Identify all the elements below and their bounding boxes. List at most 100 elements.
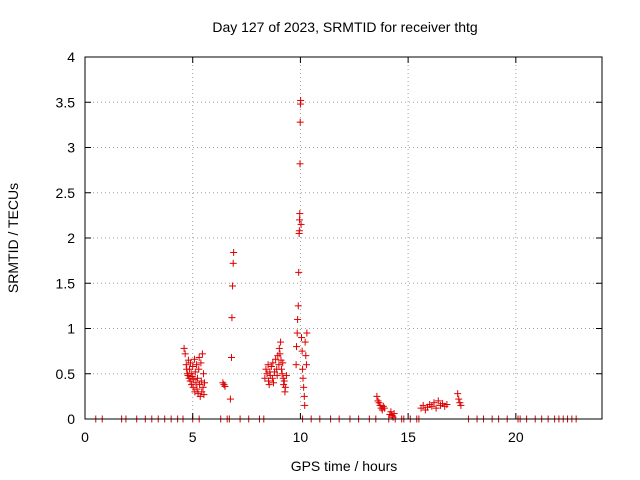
data-point (186, 377, 194, 385)
data-point (279, 359, 287, 367)
data-point (275, 344, 283, 352)
y-axis-label: SRMTID / TECUs (5, 183, 21, 293)
data-point (220, 381, 228, 389)
data-point (390, 410, 398, 418)
x-tick-label: 0 (81, 429, 89, 445)
data-point (455, 395, 463, 403)
data-point (302, 361, 310, 369)
data-point (192, 379, 200, 387)
data-point (294, 315, 302, 323)
axis-ticks: 0 0.5 1 1.5 2 2.5 3 3.5 4 0 5 10 15 20 (56, 49, 602, 445)
x-tick-label: 5 (189, 429, 197, 445)
x-tick-label: 15 (400, 429, 416, 445)
data-point (282, 372, 290, 380)
data-point (373, 392, 381, 400)
data-point (229, 282, 237, 290)
data-point (228, 314, 236, 322)
y-tick-label: 2 (67, 230, 75, 246)
y-tick-label: 3 (67, 140, 75, 156)
data-point (230, 248, 238, 256)
data-point (197, 359, 205, 367)
data-point (196, 392, 204, 400)
data-point (261, 374, 269, 382)
data-point (294, 302, 302, 310)
data-point (269, 379, 277, 387)
data-point (187, 359, 195, 367)
data-point (267, 363, 275, 371)
data-point (278, 370, 286, 378)
data-point (296, 216, 304, 224)
x-tick-label: 20 (508, 429, 524, 445)
chart-title: Day 127 of 2023, SRMTID for receiver tht… (212, 19, 477, 35)
data-point (302, 352, 310, 360)
data-point (268, 374, 276, 382)
data-point (297, 334, 305, 342)
data-point (298, 347, 306, 355)
data-point (428, 402, 436, 410)
data-point (190, 355, 198, 363)
data-point (434, 397, 442, 405)
data-point (293, 343, 301, 351)
data-point (295, 268, 303, 276)
data-point (457, 401, 465, 409)
data-point (189, 363, 197, 371)
data-point (276, 350, 284, 358)
data-point (300, 383, 308, 391)
data-point (277, 365, 285, 373)
y-tick-label: 4 (67, 49, 75, 65)
data-point (221, 382, 229, 390)
data-point (432, 404, 440, 412)
data-point (299, 374, 307, 382)
x-axis-label: GPS time / hours (291, 458, 398, 474)
data-point (292, 361, 300, 369)
data-point (199, 370, 207, 378)
data-point (193, 385, 201, 393)
data-point (195, 365, 203, 373)
data-point (193, 361, 201, 369)
data-point (269, 359, 277, 367)
data-point (281, 383, 289, 391)
grid-lines (85, 57, 602, 419)
data-point (227, 353, 235, 361)
y-tick-label: 3.5 (56, 94, 76, 110)
data-point (300, 392, 308, 400)
data-point (296, 118, 304, 126)
data-point (277, 338, 285, 346)
data-point (265, 381, 273, 389)
y-tick-label: 0 (67, 411, 75, 427)
data-point (301, 338, 309, 346)
data-point (273, 372, 281, 380)
y-tick-label: 2.5 (56, 185, 76, 201)
data-point (295, 227, 303, 235)
data-point (303, 329, 311, 337)
data-point (280, 377, 288, 385)
data-point (272, 355, 280, 363)
data-point (180, 344, 188, 352)
data-point (374, 397, 382, 405)
data-point (430, 399, 438, 407)
data-point (454, 390, 462, 398)
data-point (181, 350, 189, 358)
data-point (296, 160, 304, 168)
data-point (197, 377, 205, 385)
data-point (199, 383, 207, 391)
data-point (264, 361, 272, 369)
data-point (443, 401, 451, 409)
data-point (262, 365, 270, 373)
data-point (275, 361, 283, 369)
x-tick-label: 10 (293, 429, 309, 445)
plot-frame (84, 56, 603, 420)
data-point (380, 404, 388, 412)
data-point (293, 329, 301, 337)
data-point (226, 395, 234, 403)
data-point (219, 379, 227, 387)
y-tick-label: 1.5 (56, 275, 76, 291)
data-point (229, 259, 237, 267)
data-point (297, 220, 305, 228)
data-point (387, 408, 395, 416)
data-point (296, 210, 304, 218)
data-point (301, 401, 309, 409)
data-point (297, 96, 305, 104)
data-point (379, 402, 387, 410)
